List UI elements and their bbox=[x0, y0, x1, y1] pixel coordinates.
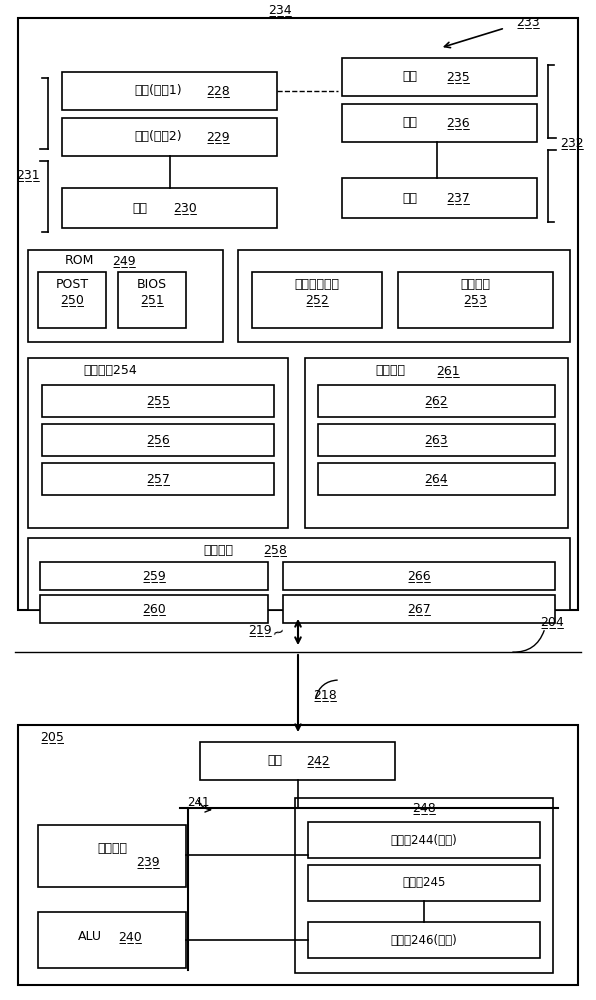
Text: 寄存器244(指令): 寄存器244(指令) bbox=[390, 834, 457, 846]
Bar bbox=[283, 595, 555, 623]
Bar bbox=[42, 463, 274, 495]
Text: 2̲4̲1̲: 2̲4̲1̲ bbox=[187, 796, 209, 808]
Text: 2̲5̲1̲: 2̲5̲1̲ bbox=[140, 294, 164, 306]
Bar bbox=[252, 272, 382, 328]
Text: 2̲3̲3̲: 2̲3̲3̲ bbox=[516, 15, 540, 28]
Text: 输出变量: 输出变量 bbox=[375, 364, 405, 377]
Text: 2̲2̲8̲: 2̲2̲8̲ bbox=[206, 85, 230, 98]
Text: 2̲5̲9̲: 2̲5̲9̲ bbox=[142, 570, 166, 582]
Text: 2̲3̲0̲: 2̲3̲0̲ bbox=[173, 202, 197, 215]
Text: 中间变量: 中间变量 bbox=[203, 544, 233, 556]
Bar bbox=[40, 595, 268, 623]
Text: 操作系统: 操作系统 bbox=[460, 278, 490, 292]
Bar bbox=[28, 358, 288, 528]
Bar bbox=[38, 272, 106, 328]
Bar bbox=[42, 385, 274, 417]
Bar bbox=[342, 58, 537, 96]
Bar bbox=[318, 424, 555, 456]
Text: 数据: 数据 bbox=[402, 116, 418, 129]
Bar bbox=[283, 562, 555, 590]
Text: 2̲4̲2̲: 2̲4̲2̲ bbox=[306, 754, 330, 768]
Text: 2̲6̲2̲: 2̲6̲2̲ bbox=[424, 394, 448, 408]
Bar bbox=[308, 822, 540, 858]
Text: 2̲6̲0̲: 2̲6̲0̲ bbox=[142, 602, 166, 615]
Text: 2̲6̲1̲: 2̲6̲1̲ bbox=[436, 364, 460, 377]
Text: 数据: 数据 bbox=[402, 70, 418, 84]
Text: 2̲6̲7̲: 2̲6̲7̲ bbox=[407, 602, 431, 615]
Bar bbox=[342, 104, 537, 142]
Bar bbox=[295, 798, 553, 973]
Text: ROM: ROM bbox=[65, 254, 94, 267]
Text: 2̲0̲5̲: 2̲0̲5̲ bbox=[40, 730, 64, 744]
Bar bbox=[398, 272, 553, 328]
Text: 2̲5̲2̲: 2̲5̲2̲ bbox=[305, 294, 329, 306]
Text: 引导装入程序: 引导装入程序 bbox=[294, 278, 340, 292]
Bar bbox=[40, 562, 268, 590]
Text: 2̲1̲8̲: 2̲1̲8̲ bbox=[313, 688, 337, 702]
Text: 2̲3̲6̲: 2̲3̲6̲ bbox=[446, 116, 470, 129]
Bar bbox=[305, 358, 568, 528]
Text: BIOS: BIOS bbox=[137, 278, 167, 292]
Bar bbox=[118, 272, 186, 328]
Text: 2̲3̲5̲: 2̲3̲5̲ bbox=[446, 70, 470, 84]
Text: 2̲3̲2̲: 2̲3̲2̲ bbox=[560, 136, 584, 149]
Text: 2̲2̲9̲: 2̲2̲9̲ bbox=[206, 130, 230, 143]
Text: 指令(部分2): 指令(部分2) bbox=[134, 130, 182, 143]
Bar bbox=[318, 385, 555, 417]
Bar bbox=[308, 865, 540, 901]
Text: ALU: ALU bbox=[78, 930, 102, 944]
Text: 2̲4̲9̲: 2̲4̲9̲ bbox=[112, 254, 136, 267]
Text: 2̲0̲4̲: 2̲0̲4̲ bbox=[540, 615, 564, 629]
Text: 2̲5̲0̲: 2̲5̲0̲ bbox=[60, 294, 84, 306]
Text: 寄存器245: 寄存器245 bbox=[402, 876, 446, 890]
Text: POST: POST bbox=[55, 278, 89, 292]
Text: 2̲6̲3̲: 2̲6̲3̲ bbox=[424, 434, 448, 446]
Text: 2̲3̲9̲: 2̲3̲9̲ bbox=[136, 856, 160, 868]
Bar bbox=[308, 922, 540, 958]
Bar bbox=[318, 463, 555, 495]
Text: 2̲4̲8̲: 2̲4̲8̲ bbox=[412, 802, 436, 814]
Bar bbox=[28, 538, 570, 610]
Text: 2̲6̲6̲: 2̲6̲6̲ bbox=[407, 570, 431, 582]
Bar bbox=[28, 250, 223, 342]
Text: 2̲5̲8̲: 2̲5̲8̲ bbox=[263, 544, 287, 556]
Bar bbox=[342, 178, 537, 218]
Bar bbox=[200, 742, 395, 780]
Bar bbox=[62, 118, 277, 156]
Text: 接口: 接口 bbox=[268, 754, 283, 768]
Bar bbox=[62, 188, 277, 228]
Text: 2̲1̲9̲: 2̲1̲9̲ bbox=[248, 624, 272, 637]
Text: 2̲5̲7̲: 2̲5̲7̲ bbox=[146, 473, 170, 486]
Text: 输入变量254: 输入变量254 bbox=[83, 364, 137, 377]
Bar bbox=[18, 725, 578, 985]
Text: 2̲5̲6̲: 2̲5̲6̲ bbox=[146, 434, 170, 446]
Text: 控制单元: 控制单元 bbox=[97, 842, 127, 854]
Text: 指令(部分1): 指令(部分1) bbox=[134, 85, 182, 98]
Text: 寄存器246(数据): 寄存器246(数据) bbox=[390, 934, 457, 946]
Text: 2̲3̲1̲: 2̲3̲1̲ bbox=[16, 168, 40, 182]
Text: 2̲4̲0̲: 2̲4̲0̲ bbox=[118, 930, 142, 944]
Bar bbox=[38, 825, 186, 887]
Bar bbox=[42, 424, 274, 456]
Text: 指令: 指令 bbox=[132, 202, 147, 215]
Text: ~: ~ bbox=[269, 623, 287, 641]
Bar bbox=[18, 18, 578, 610]
Bar bbox=[238, 250, 570, 342]
Bar bbox=[38, 912, 186, 968]
Bar bbox=[62, 72, 277, 110]
Text: 2̲5̲5̲: 2̲5̲5̲ bbox=[146, 394, 170, 408]
Text: 数据: 数据 bbox=[402, 192, 418, 205]
Text: 2̲3̲7̲: 2̲3̲7̲ bbox=[446, 192, 470, 205]
Text: 2̲3̲4̲: 2̲3̲4̲ bbox=[268, 3, 292, 16]
Text: 2̲6̲4̲: 2̲6̲4̲ bbox=[424, 473, 448, 486]
Text: 2̲5̲3̲: 2̲5̲3̲ bbox=[463, 294, 487, 306]
